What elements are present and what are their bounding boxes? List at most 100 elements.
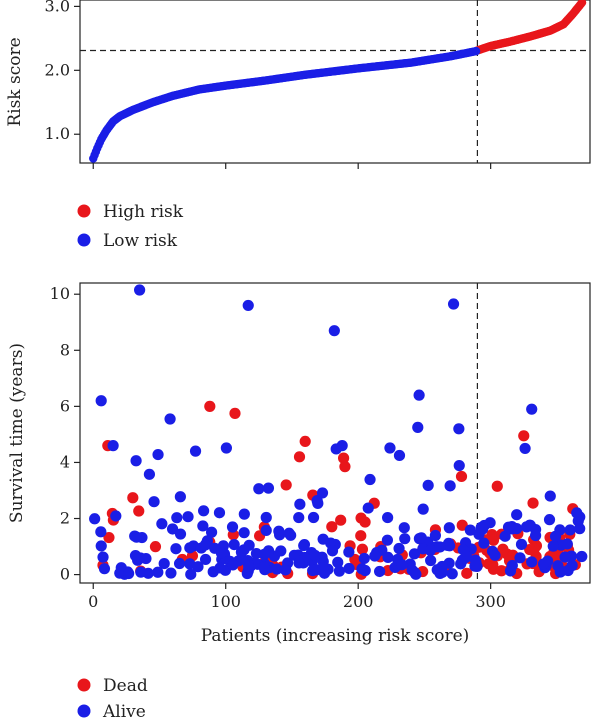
alive-patient-point <box>152 566 164 578</box>
alive-patient-point <box>258 561 270 573</box>
alive-patient-point <box>332 556 344 568</box>
alive-patient-point <box>382 511 394 524</box>
dead-patient-point <box>355 530 367 542</box>
alive-patient-point <box>529 529 542 542</box>
alive-patient-point <box>343 562 355 575</box>
alive-patient-point <box>398 522 410 534</box>
alive-patient-point <box>164 413 176 425</box>
survival-x-tick-label: 0 <box>88 592 98 611</box>
alive-patient-point <box>537 558 550 570</box>
alive-patient-point <box>571 507 583 519</box>
alive-patient-point <box>316 487 329 499</box>
alive-patient-point <box>484 517 496 529</box>
alive-patient-point <box>356 563 368 575</box>
dead-patient-point <box>524 543 536 556</box>
alive-patient-point <box>374 565 386 578</box>
alive-patient-point <box>142 567 154 579</box>
survival-x-tick-label: 100 <box>210 592 241 611</box>
alive-patient-point <box>473 528 485 540</box>
survival-y-tick-label: 2 <box>60 509 70 528</box>
alive-patient-point <box>328 325 340 337</box>
survival-x-tick-label: 300 <box>475 592 506 611</box>
alive-patient-point <box>381 534 394 546</box>
alive-patient-point <box>156 518 168 530</box>
dead-patient-point <box>339 461 351 473</box>
alive-patient-point <box>253 483 265 495</box>
alive-patient-point <box>544 490 556 502</box>
dead-patient-point <box>326 521 338 533</box>
alive-patient-point <box>258 548 270 560</box>
alive-patient-point <box>574 523 586 535</box>
alive-patient-point <box>166 523 179 535</box>
alive-patient-point <box>134 284 146 296</box>
alive-patient-point <box>559 551 571 563</box>
legend-dead-label: Dead <box>103 676 148 696</box>
alive-patient-point <box>205 526 218 538</box>
alive-patient-point <box>279 564 291 576</box>
alive-patient-point <box>502 521 515 533</box>
legend-dead-marker <box>77 678 91 692</box>
alive-patient-point <box>526 556 538 568</box>
survival-status-legend: Dead Alive <box>77 676 148 721</box>
legend-alive-marker <box>77 704 91 718</box>
risk-y-tick-label: 3.0 <box>45 0 70 15</box>
alive-patient-point <box>307 511 320 524</box>
risk-score-y-axis-title: Risk score <box>5 37 25 126</box>
legend-alive-label: Alive <box>102 702 146 721</box>
alive-patient-point <box>552 560 564 572</box>
alive-patient-point <box>446 568 458 580</box>
alive-patient-point <box>293 557 305 569</box>
alive-patient-point <box>260 511 272 524</box>
alive-patient-point <box>444 480 456 492</box>
alive-patient-point <box>515 538 528 550</box>
alive-patient-point <box>393 449 406 462</box>
alive-patient-point <box>158 557 170 570</box>
alive-patient-point <box>453 423 465 435</box>
alive-patient-point <box>170 543 182 555</box>
alive-patient-point <box>226 521 239 533</box>
alive-patient-point <box>260 524 272 536</box>
dead-patient-point <box>456 519 468 531</box>
alive-patient-point <box>326 545 339 557</box>
alive-patient-point <box>382 551 394 564</box>
alive-patient-point <box>95 395 107 407</box>
alive-patient-point <box>95 540 107 552</box>
dead-patient-point <box>149 541 162 553</box>
alive-patient-point <box>148 496 160 508</box>
alive-patient-point <box>238 527 250 539</box>
alive-patient-point <box>199 539 211 551</box>
alive-patient-point <box>460 550 472 562</box>
alive-patient-point <box>504 565 517 577</box>
dead-patient-point <box>455 470 468 483</box>
risk-group-legend: High risk Low risk <box>77 202 184 251</box>
alive-patient-point <box>198 505 210 517</box>
alive-patient-point <box>478 537 490 549</box>
alive-patient-point <box>364 473 376 486</box>
alive-patient-point <box>317 562 329 574</box>
alive-patient-point <box>514 552 526 564</box>
alive-patient-point <box>294 498 306 510</box>
dead-patient-point <box>518 430 530 442</box>
dead-patient-point <box>487 534 500 546</box>
alive-patient-point <box>152 448 164 461</box>
alive-patient-point <box>199 553 212 566</box>
alive-patient-point <box>453 459 465 472</box>
alive-patient-point <box>307 564 319 577</box>
alive-patient-point <box>415 532 427 544</box>
alive-patient-point <box>406 564 418 576</box>
alive-patient-point <box>283 527 295 539</box>
alive-patient-point <box>469 554 482 566</box>
alive-patient-point <box>110 510 122 522</box>
alive-patient-point <box>343 546 355 558</box>
alive-patient-point <box>412 421 424 433</box>
alive-patient-point <box>333 565 345 577</box>
alive-patient-point <box>298 539 310 552</box>
alive-patient-point <box>293 511 305 524</box>
alive-patient-point <box>107 440 119 452</box>
survival-y-tick-label: 8 <box>60 340 70 359</box>
alive-patient-point <box>362 502 374 514</box>
risk-score-panel: 1.0 2.0 3.0 Risk score <box>5 0 591 169</box>
survival-x-tick-label: 200 <box>343 592 374 611</box>
alive-patient-point <box>464 524 476 536</box>
